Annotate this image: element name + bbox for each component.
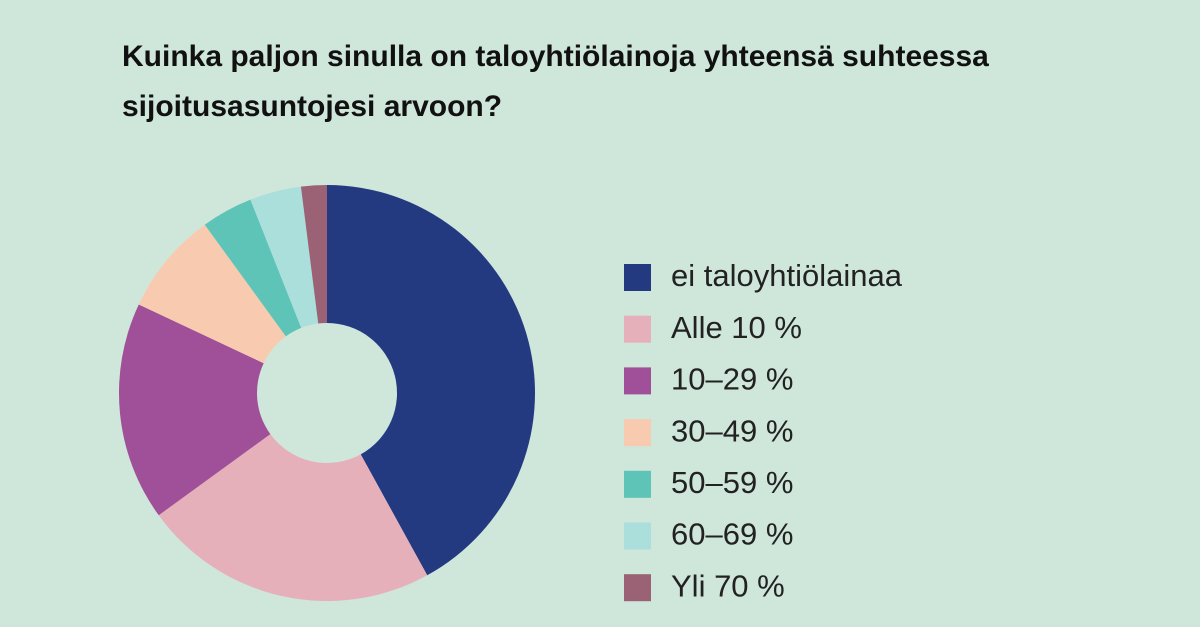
legend-swatch (624, 470, 651, 498)
legend-label: 30–49 % (671, 413, 793, 448)
legend-swatch (624, 264, 651, 291)
legend-label: Alle 10 % (671, 310, 802, 345)
legend-swatch (624, 315, 651, 343)
donut-slice (158, 434, 428, 601)
donut-slice (300, 185, 327, 324)
chart-title: Kuinka paljon sinulla on taloyhtiölainoj… (122, 40, 989, 123)
legend-swatch (624, 522, 651, 550)
donut-slice (138, 224, 286, 364)
legend-label: ei taloyhtiölainaa (671, 258, 903, 293)
donut-slice (204, 199, 302, 337)
donut-slice (327, 185, 536, 576)
legend-label: 10–29 % (671, 362, 793, 397)
donut-slice (119, 304, 271, 516)
legend-swatch (624, 574, 651, 602)
legend-label: 50–59 % (671, 465, 793, 500)
legend-swatch (624, 419, 651, 447)
donut-slice (250, 186, 319, 328)
legend-label: Yli 70 % (671, 568, 785, 603)
legend-label: 60–69 % (671, 517, 793, 552)
legend-swatch (624, 367, 651, 395)
